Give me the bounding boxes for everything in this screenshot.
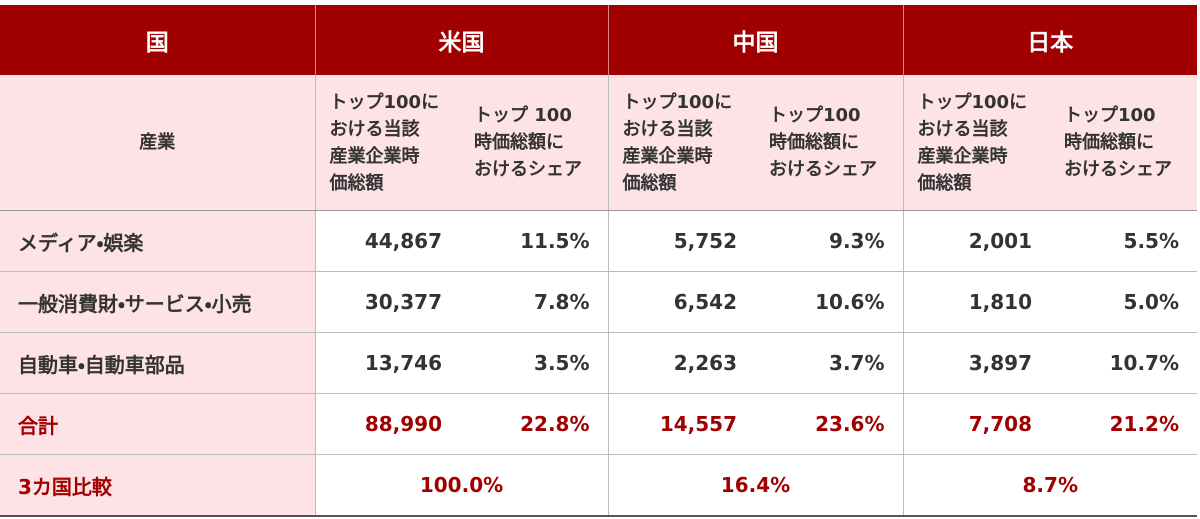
subheader-row: 産業 トップ100に おける当該 産業企業時 価総額 トップ 100 時価総額に おけるシェア… xyxy=(0,75,1197,211)
data-row: 合計 88,990 22.8% 14,557 23.6% 7,708 21.2% xyxy=(0,393,1197,455)
subheader-line: トップ100 xyxy=(769,105,861,126)
header-cell: 米国 xyxy=(314,5,608,75)
value-cell: 5.0% xyxy=(1050,271,1197,333)
subheader-line: 価総額 xyxy=(917,172,972,194)
value-cell: 14,557 xyxy=(607,393,755,455)
value-cell: 2,001 xyxy=(902,210,1050,272)
data-row: 一般消費財・サービス・小売 30,377 7.8% 6,542 10.6% 1,810 5.… xyxy=(0,271,1197,333)
row-label: 3カ国比較 xyxy=(0,454,315,517)
header-cell: 日本 xyxy=(902,5,1197,75)
data-row: 3カ国比較 100.0% 16.4% 8.7% xyxy=(0,454,1197,517)
header-row: 国米国 中国 日本 xyxy=(0,5,1197,75)
value-cell: 5,752 xyxy=(607,210,755,272)
header-cell: 国 xyxy=(0,5,315,75)
row-label: 自動車・自動車部品 xyxy=(0,332,315,394)
value-cell: 16.4% xyxy=(607,454,903,517)
data-row: メディア・娯楽 44,867 11.5% 5,752 9.3% 2,001 5.5% xyxy=(0,210,1197,272)
subheader-cell: トップ100 時価総額におけるシェア xyxy=(755,75,903,211)
subheader-line: 時価総額に xyxy=(474,132,564,153)
value-cell: 13,746 xyxy=(314,332,460,394)
table-body: 国米国 中国 日本 産業 トップ100に おける当該 産業企業時 価総額 トップ 100 時価総額… xyxy=(0,5,1197,517)
subheader-cell: トップ100に おける当該産業企業時価総額 xyxy=(607,75,755,211)
value-cell: 11.5% xyxy=(460,210,608,272)
subheader-cell: トップ100に おける当該産業企業時価総額 xyxy=(902,75,1050,211)
subheader-line: おける当該 xyxy=(917,118,1008,140)
value-cell: 88,990 xyxy=(314,393,460,455)
value-cell: 30,377 xyxy=(314,271,460,333)
subheader-label: 産業 xyxy=(0,75,315,211)
data-row: 自動車・自動車部品 13,746 3.5% 2,263 3.7% 3,897 10.7% xyxy=(0,332,1197,394)
row-label: 合計 xyxy=(0,393,315,455)
value-cell: 22.8% xyxy=(460,393,608,455)
subheader-cell: トップ100 時価総額におけるシェア xyxy=(1050,75,1197,211)
subheader-line: おける当該 xyxy=(329,118,420,140)
subheader-line: 価総額 xyxy=(329,172,384,194)
value-cell: 2,263 xyxy=(607,332,755,394)
subheader-line: 産業企業時 xyxy=(622,145,713,167)
subheader-line: おけるシェア xyxy=(769,159,877,180)
subheader-line: トップ100に xyxy=(329,91,440,113)
value-cell: 5.5% xyxy=(1050,210,1197,272)
subheader-cell: トップ100に おける当該産業企業時価総額 xyxy=(314,75,460,211)
header-cell: 中国 xyxy=(607,5,903,75)
value-cell: 7.8% xyxy=(460,271,608,333)
value-cell: 1,810 xyxy=(902,271,1050,333)
value-cell: 3.5% xyxy=(460,332,608,394)
subheader-line: おける当該 xyxy=(622,118,713,140)
subheader-line: おけるシェア xyxy=(474,159,582,180)
subheader-line: トップ100に xyxy=(622,91,733,113)
subheader-line: 産業企業時 xyxy=(917,145,1008,167)
subheader-line: おけるシェア xyxy=(1064,159,1172,180)
subheader-line: トップ 100 xyxy=(474,105,572,126)
row-label: メディア・娯楽 xyxy=(0,210,315,272)
row-label: 一般消費財・サービス・小売 xyxy=(0,271,315,333)
subheader-cell: トップ 100 時価総額におけるシェア xyxy=(460,75,608,211)
value-cell: 10.7% xyxy=(1050,332,1197,394)
value-cell: 6,542 xyxy=(607,271,755,333)
value-cell: 23.6% xyxy=(755,393,903,455)
value-cell: 3,897 xyxy=(902,332,1050,394)
value-cell: 44,867 xyxy=(314,210,460,272)
value-cell: 100.0% xyxy=(314,454,608,517)
value-cell: 8.7% xyxy=(902,454,1197,517)
subheader-line: 価総額 xyxy=(622,172,677,194)
subheader-line: トップ100に xyxy=(917,91,1028,113)
subheader-line: 時価総額に xyxy=(769,132,859,153)
value-cell: 7,708 xyxy=(902,393,1050,455)
subheader-line: 産業企業時 xyxy=(329,145,420,167)
comparison-table: 国米国 中国 日本 産業 トップ100に おける当該 産業企業時 価総額 トップ 100 時価総額… xyxy=(0,5,1197,517)
subheader-line: トップ100 xyxy=(1064,105,1156,126)
value-cell: 3.7% xyxy=(755,332,903,394)
value-cell: 9.3% xyxy=(755,210,903,272)
value-cell: 10.6% xyxy=(755,271,903,333)
subheader-line: 時価総額に xyxy=(1064,132,1154,153)
value-cell: 21.2% xyxy=(1050,393,1197,455)
